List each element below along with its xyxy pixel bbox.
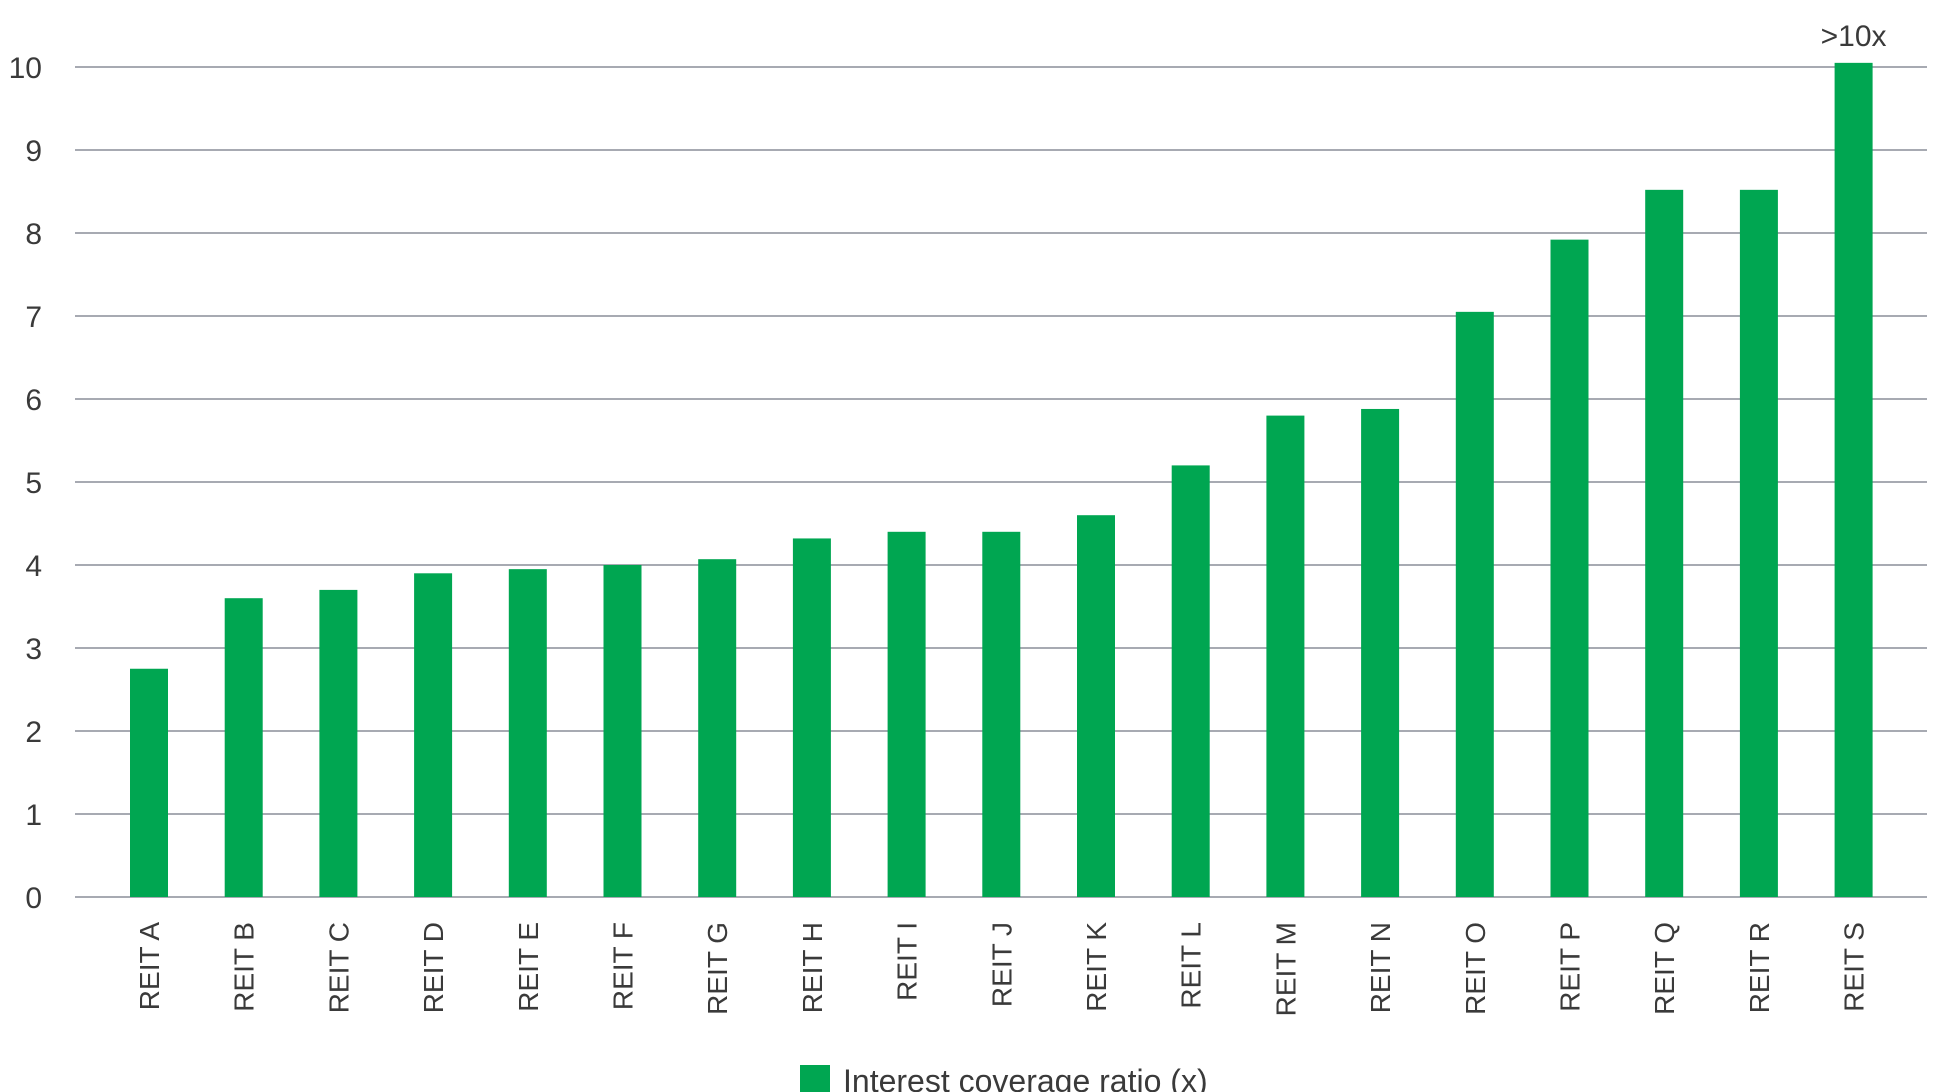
bar bbox=[1266, 415, 1305, 897]
x-tick-label: REIT B bbox=[229, 922, 260, 1012]
x-tick-label: REIT Q bbox=[1649, 922, 1680, 1015]
bar bbox=[319, 589, 358, 897]
y-tick-label: 2 bbox=[25, 716, 42, 749]
bar bbox=[887, 531, 926, 897]
x-tick-label: REIT S bbox=[1839, 922, 1870, 1012]
bar bbox=[1077, 515, 1115, 897]
bar bbox=[508, 569, 547, 897]
y-tick-label: 6 bbox=[25, 384, 42, 417]
data-labels: >10x bbox=[1821, 20, 1887, 53]
x-tick-label: REIT H bbox=[797, 922, 828, 1013]
x-tick-label: REIT G bbox=[702, 922, 733, 1015]
x-tick-label: REIT R bbox=[1744, 922, 1775, 1013]
x-tick-label: REIT K bbox=[1081, 922, 1112, 1012]
x-axis-ticks: REIT A REIT B REIT C REIT D REIT E REIT F REIT… bbox=[134, 922, 1870, 1017]
y-tick-label: 0 bbox=[25, 882, 42, 915]
data-label: >10x bbox=[1821, 20, 1887, 53]
x-tick-label: REIT N bbox=[1365, 922, 1396, 1013]
bar bbox=[792, 538, 831, 897]
x-tick-label: REIT I bbox=[892, 922, 923, 1001]
bar bbox=[1455, 311, 1494, 898]
y-tick-label: 8 bbox=[25, 218, 42, 251]
x-tick-label: REIT O bbox=[1460, 922, 1491, 1015]
legend: Interest coverage ratio (x) bbox=[800, 1063, 1208, 1092]
y-axis-ticks: 0 1 2 3 4 5 6 7 8 9 10 bbox=[9, 52, 42, 915]
x-tick-label: REIT D bbox=[418, 922, 449, 1013]
bar bbox=[414, 573, 453, 897]
y-tick-label: 1 bbox=[25, 799, 42, 832]
y-tick-label: 7 bbox=[25, 301, 42, 334]
legend-swatch bbox=[800, 1065, 830, 1092]
x-tick-label: REIT P bbox=[1555, 922, 1586, 1012]
x-tick-label: REIT L bbox=[1176, 922, 1207, 1009]
bar bbox=[1645, 189, 1684, 898]
bar bbox=[1171, 465, 1210, 897]
y-tick-label: 10 bbox=[9, 52, 42, 85]
x-tick-label: REIT J bbox=[986, 922, 1017, 1007]
legend-label: Interest coverage ratio (x) bbox=[843, 1063, 1208, 1092]
bar bbox=[603, 565, 642, 897]
x-tick-label: REIT E bbox=[513, 922, 544, 1012]
y-tick-label: 9 bbox=[25, 135, 42, 168]
x-tick-label: REIT C bbox=[323, 922, 354, 1013]
y-tick-label: 3 bbox=[25, 633, 42, 666]
bar bbox=[1834, 62, 1873, 898]
y-tick-label: 4 bbox=[25, 550, 42, 583]
bar bbox=[698, 559, 737, 897]
bar bbox=[1739, 189, 1778, 898]
bars bbox=[130, 62, 1873, 898]
bar bbox=[1361, 408, 1400, 897]
x-tick-label: REIT A bbox=[134, 922, 165, 1011]
bar bbox=[130, 668, 168, 897]
x-tick-label: REIT M bbox=[1270, 922, 1301, 1016]
bar bbox=[1550, 239, 1589, 897]
bar bbox=[982, 531, 1021, 897]
bar bbox=[224, 598, 263, 897]
x-tick-label: REIT F bbox=[608, 922, 639, 1010]
y-tick-label: 5 bbox=[25, 467, 42, 500]
